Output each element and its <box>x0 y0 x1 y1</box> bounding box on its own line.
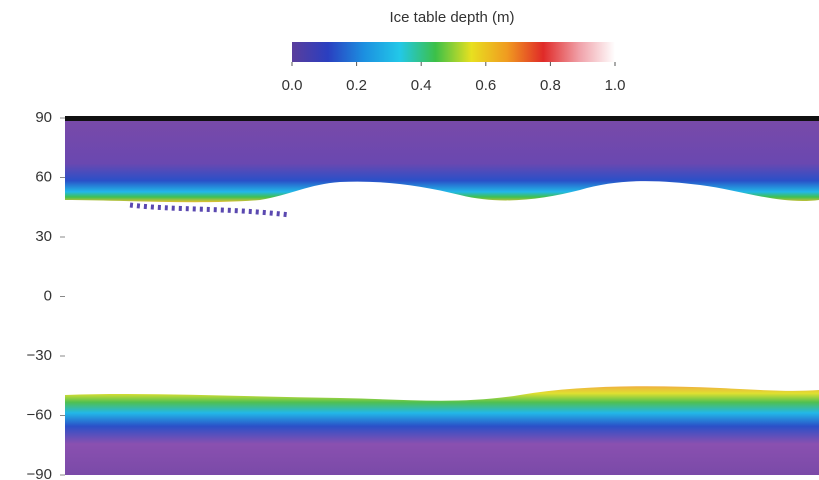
colorbar-title: Ice table depth (m) <box>389 9 514 26</box>
map <box>65 116 819 475</box>
colorbar-tick-label: 1.0 <box>605 77 626 94</box>
north-ice-band <box>65 116 819 203</box>
south-ice-band <box>65 386 819 475</box>
colorbar-tick-label: 0.8 <box>540 77 561 94</box>
colorbar-tick-label: 0.2 <box>346 77 367 94</box>
north-ice-patches <box>129 202 291 218</box>
colorbar-tick-label: 0.0 <box>282 77 303 94</box>
y-tick-label: 60 <box>35 168 52 185</box>
y-tick-label: −90 <box>27 466 52 480</box>
colorbar-tick-label: 0.4 <box>411 77 432 94</box>
y-tick-label: −30 <box>27 347 52 364</box>
y-tick-label: 0 <box>44 287 52 304</box>
y-tick-label: 90 <box>35 109 52 126</box>
y-tick-label: 30 <box>35 228 52 245</box>
colorbar-tick-label: 0.6 <box>475 77 496 94</box>
colorbar <box>292 42 615 62</box>
polar-cap <box>65 116 819 121</box>
y-tick-label: −60 <box>27 406 52 423</box>
